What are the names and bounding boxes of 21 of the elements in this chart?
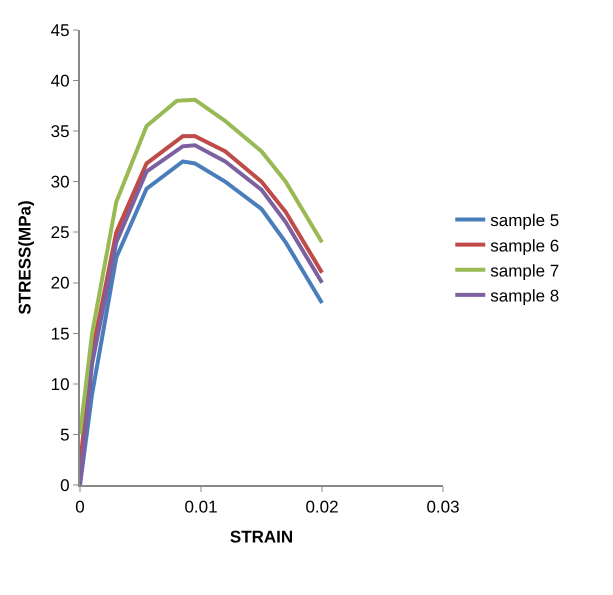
y-tick-label: 30 — [50, 172, 70, 192]
line-series — [80, 98, 324, 436]
y-tick-label: 10 — [50, 374, 70, 394]
y-tick-label: 40 — [50, 72, 70, 91]
y-tick-label: 5 — [60, 425, 70, 444]
legend-label: sample 7 — [490, 261, 560, 280]
x-tick-label: 0.03 — [426, 497, 460, 516]
x-tick-label: 0.01 — [184, 497, 218, 516]
x-tick-label: 0.02 — [305, 497, 339, 516]
y-tick-label: 35 — [50, 122, 70, 142]
x-tick-label: 0 — [75, 497, 85, 516]
legend-label: sample 5 — [490, 211, 560, 230]
x-axis-title: STRAIN — [230, 527, 294, 546]
y-tick-label: 0 — [60, 476, 70, 495]
y-tick-label: 20 — [50, 274, 70, 293]
y-tick-label: 15 — [50, 324, 70, 344]
y-tick-label: 45 — [50, 20, 70, 40]
y-tick-label: 25 — [50, 223, 70, 242]
y-axis-title: STRESS(MPa) — [16, 200, 35, 315]
legend-label: sample 6 — [490, 236, 560, 256]
legend-label: sample 8 — [490, 286, 560, 306]
